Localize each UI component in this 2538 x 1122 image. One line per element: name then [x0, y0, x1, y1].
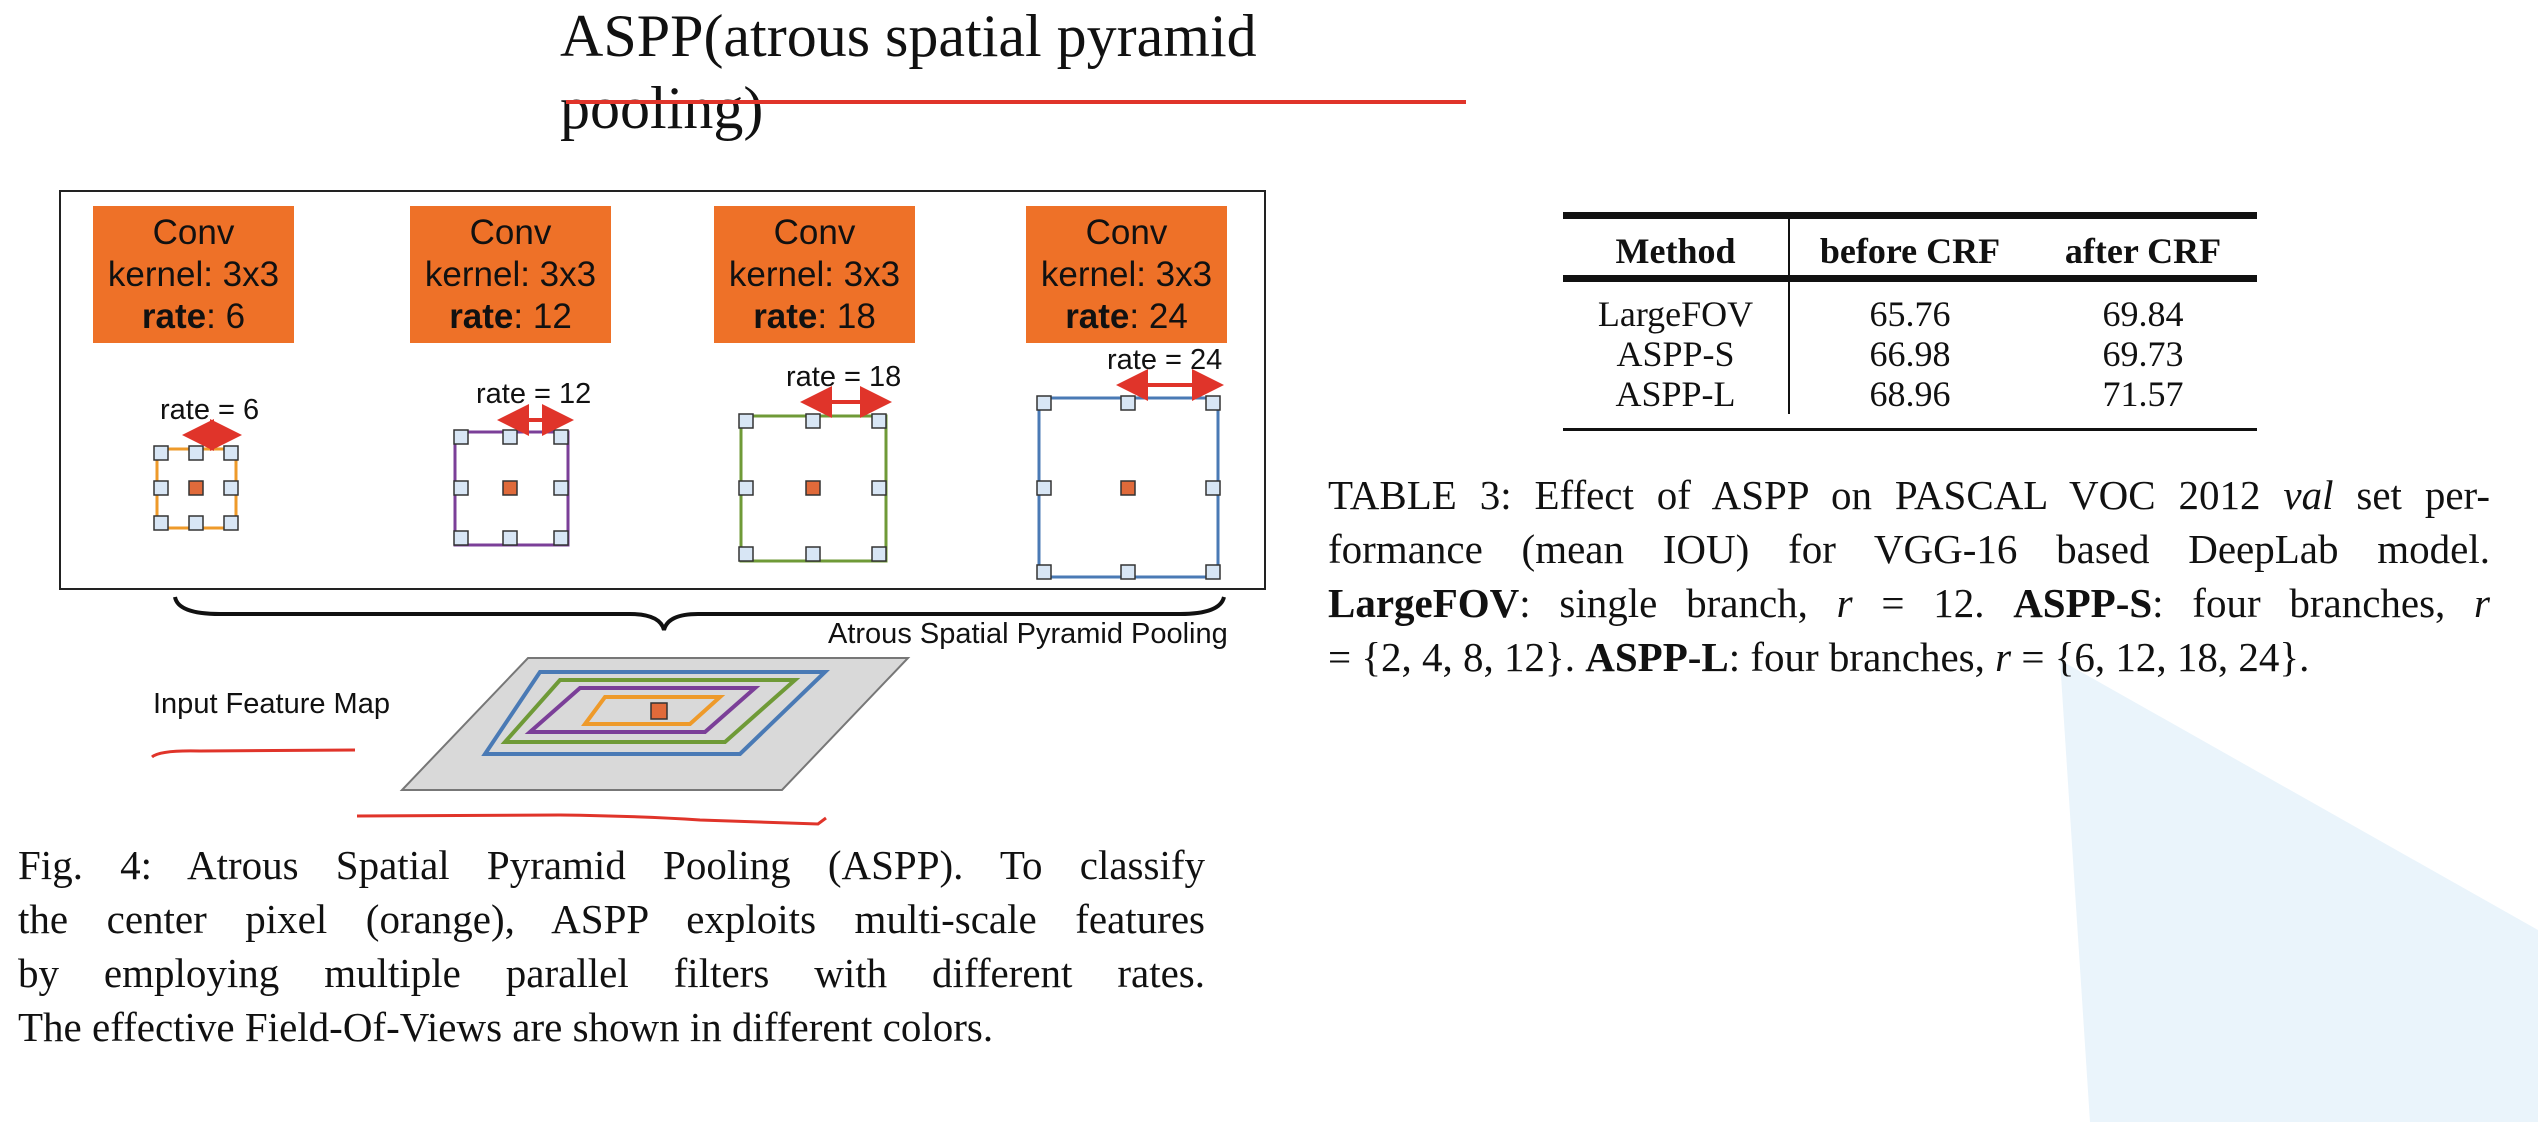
caption-line: by employing multiple parallel filters w…	[18, 950, 1205, 996]
grid-rate-6	[153, 445, 239, 531]
rate-6-label: rate = 6	[160, 394, 260, 426]
table-bottom-rule	[1563, 428, 2257, 431]
caption-line: Fig. 4: Atrous Spatial Pyramid Pooling (…	[18, 842, 1205, 888]
table-top-rule	[1563, 212, 2257, 219]
aspp-figure: Conv kernel: 3x3 rate: 6 Conv kernel: 3x…	[0, 0, 1300, 850]
table-header: before CRF	[1819, 230, 2001, 271]
page-title: ASPP(atrous spatial pyramid pooling)	[560, 3, 1257, 141]
aspp-label: Atrous Spatial Pyramid Pooling	[828, 618, 1228, 650]
kernel-label: kernel: 3x3	[1040, 255, 1213, 294]
caption-line: LargeFOV: single branch, r = 12. ASPP-S:…	[1328, 580, 2490, 626]
table-row: LargeFOV 65.76 69.84	[1563, 282, 2256, 334]
figure-caption: Fig. 4: Atrous Spatial Pyramid Pooling (…	[18, 838, 1205, 1054]
kernel-label: kernel: 3x3	[728, 255, 901, 294]
rate-label: rate: 18	[753, 297, 876, 336]
aspp-diagram	[59, 190, 1266, 826]
rate-12-label: rate = 12	[476, 378, 592, 410]
caption-line: TABLE 3: Effect of ASPP on PASCAL VOC 20…	[1328, 472, 2491, 518]
annotation-underline-1	[151, 748, 356, 759]
rate-label: rate: 24	[1065, 297, 1188, 336]
figure-frame	[59, 190, 1266, 590]
grid-rate-18	[738, 413, 888, 563]
table-header: after CRF	[2064, 230, 2222, 271]
kernel-label: kernel: 3x3	[424, 255, 597, 294]
rate-label: rate: 12	[449, 297, 572, 336]
conv-box-rate-24: Conv kernel: 3x3 rate: 24	[1026, 206, 1227, 343]
conv-box-rate-6: Conv kernel: 3x3 rate: 6	[93, 206, 294, 343]
conv-label: Conv	[469, 213, 552, 252]
conv-box-rate-12: Conv kernel: 3x3 rate: 12	[410, 206, 611, 343]
kernel-label: kernel: 3x3	[107, 255, 280, 294]
title-underline	[566, 100, 1466, 104]
table-header-rule	[1563, 275, 2257, 282]
rate-24-label: rate = 24	[1107, 344, 1223, 376]
conv-label: Conv	[1085, 213, 1168, 252]
table-header: Method	[1563, 212, 1790, 282]
results-table: Method before CRF after CRF LargeFOV 65.…	[1563, 212, 2257, 414]
rate-18-label: rate = 18	[786, 361, 902, 393]
table-caption: TABLE 3: Effect of ASPP on PASCAL VOC 20…	[1328, 468, 2490, 684]
input-feature-map-label: Input Feature Map	[153, 688, 390, 720]
caption-line: The effective Field-Of-Views are shown i…	[18, 1004, 994, 1050]
annotation-underline-2	[356, 813, 827, 826]
brace	[173, 596, 1226, 631]
caption-line: formance (mean IOU) for VGG-16 based Dee…	[1328, 526, 2490, 572]
rate-label: rate: 6	[141, 297, 246, 336]
caption-line: the center pixel (orange), ASPP exploits…	[18, 896, 1205, 942]
conv-box-rate-18: Conv kernel: 3x3 rate: 18	[714, 206, 915, 343]
table-row: ASPP-S 66.98 69.73	[1563, 334, 2256, 374]
grid-rate-24	[1036, 395, 1221, 580]
conv-label: Conv	[152, 213, 235, 252]
caption-line: = {2, 4, 8, 12}. ASPP-L: four branches, …	[1328, 634, 2310, 680]
conv-label: Conv	[773, 213, 856, 252]
grid-rate-12	[453, 429, 570, 547]
table-row: ASPP-L 68.96 71.57	[1563, 374, 2256, 414]
